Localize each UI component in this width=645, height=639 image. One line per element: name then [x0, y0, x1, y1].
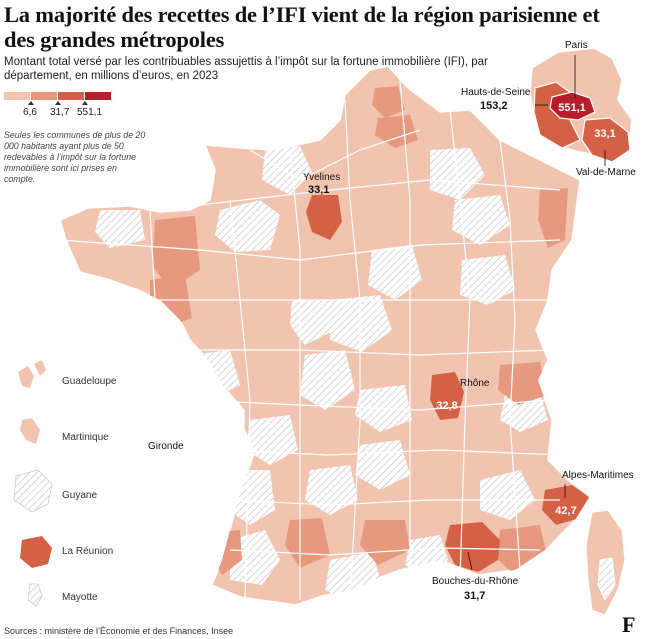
dept-mid — [150, 275, 192, 328]
mainland-france — [59, 47, 633, 616]
hatched-dept — [460, 255, 515, 305]
hatched-dept — [368, 245, 422, 300]
martinique-label: Martinique — [62, 432, 109, 443]
legend-tick-mark-2 — [55, 101, 61, 105]
dept-gironde — [185, 420, 246, 482]
guyane-label: Guyane — [62, 490, 98, 501]
hatched-dept — [95, 210, 145, 248]
legend-tick-mark-3 — [82, 101, 88, 105]
dept-mid — [360, 520, 410, 565]
hatched-dept — [480, 470, 535, 520]
reunion-label: La Réunion — [62, 546, 114, 557]
mayotte-shape — [27, 583, 43, 607]
rhone-label: Rhône — [460, 378, 490, 389]
alpes-maritimes-value: 42,7 — [555, 505, 576, 517]
hatched-dept — [230, 530, 280, 585]
legend-swatch-2 — [31, 92, 57, 100]
reunion-shape — [20, 536, 52, 568]
hatched-dept — [405, 535, 448, 575]
corsica-hatched — [597, 557, 616, 602]
department-borders — [60, 79, 561, 601]
yvelines-value: 33,1 — [308, 184, 330, 196]
legend-threshold-2: 31,7 — [50, 107, 70, 118]
publisher-logo: F — [622, 612, 636, 637]
dept-yvelines — [306, 195, 342, 240]
hatched-dept — [305, 465, 358, 515]
hatched-dept — [500, 392, 548, 432]
legend-tick-mark-1 — [28, 101, 34, 105]
dept-bouches-du-rhone — [445, 522, 500, 572]
mayotte-label: Mayotte — [62, 592, 98, 603]
hatched-dept — [300, 350, 355, 410]
guadeloupe-shape — [18, 360, 46, 388]
color-legend: 6,6 31,7 551,1 — [4, 88, 114, 120]
hatched-dept — [290, 300, 335, 345]
dept-mid — [152, 216, 200, 290]
hatched-dept — [452, 195, 510, 245]
sources-credit: Sources : ministère de l’Économie et des… — [4, 626, 234, 636]
martinique-shape — [20, 418, 40, 444]
paris-value: 551,1 — [558, 102, 586, 114]
dept-mid — [285, 518, 330, 568]
val-de-marne-label: Val-de-Marne — [576, 167, 636, 178]
legend-swatch-1 — [4, 92, 30, 100]
dept-alpes-maritimes — [542, 485, 590, 525]
rhone-value: 32,8 — [436, 400, 457, 412]
guadeloupe-label: Guadeloupe — [62, 376, 117, 387]
dept-mid — [498, 362, 548, 405]
methodology-note: Seules les communes de plus de 20 000 ha… — [4, 130, 146, 184]
dept-mid — [375, 115, 418, 148]
inset-val-de-marne — [581, 117, 631, 163]
overseas-territories — [13, 360, 53, 607]
ile-de-france-inset — [529, 47, 633, 166]
chart-subtitle: Montant total versé par les contribuable… — [4, 56, 488, 82]
dept-mid — [372, 86, 405, 118]
legend-swatch-3 — [58, 92, 84, 100]
department-regions — [60, 79, 590, 601]
hauts-de-seine-label: Hauts-de-Seine — [461, 87, 531, 98]
paris-label: Paris — [565, 40, 588, 51]
bouches-du-rhone-leader-line — [467, 551, 473, 571]
bouches-du-rhone-label: Bouches-du-Rhône — [432, 576, 519, 587]
legend-threshold-3: 551,1 — [77, 107, 103, 118]
hatched-dept — [262, 146, 312, 195]
hauts-de-seine-value: 153,2 — [480, 100, 508, 112]
in-map-values: 551,1 33,1 32,8 37,3 42,7 — [197, 102, 615, 517]
dept-mid — [538, 188, 568, 248]
gironde-label: Gironde — [148, 441, 184, 452]
guyane-shape — [13, 469, 53, 513]
chart-title: La majorité des recettes de l’IFI vient … — [4, 2, 600, 52]
france-outline — [59, 65, 591, 606]
gironde-value: 37,3 — [197, 459, 218, 471]
legend-threshold-1: 6,6 — [23, 107, 37, 118]
hatched-dept — [330, 295, 392, 352]
alpes-maritimes-label: Alpes-Maritimes — [562, 470, 634, 481]
bouches-du-rhone-value: 31,7 — [464, 590, 486, 602]
val-de-marne-value: 33,1 — [594, 128, 615, 140]
yvelines-label: Yvelines — [303, 172, 341, 183]
legend-swatch-4 — [85, 92, 111, 100]
